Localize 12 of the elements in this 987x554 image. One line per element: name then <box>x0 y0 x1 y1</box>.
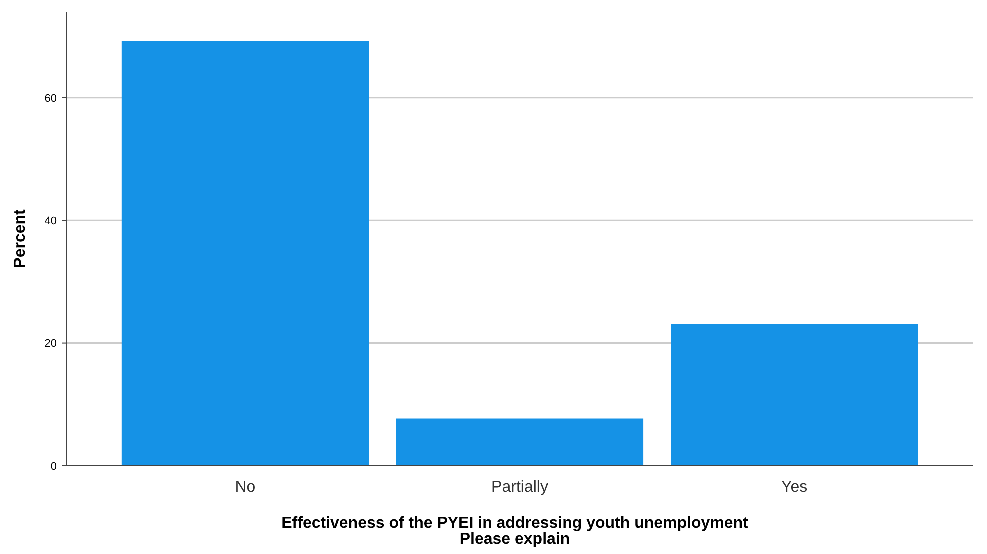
bar <box>122 41 369 466</box>
y-axis-title: Percent <box>12 208 29 268</box>
y-tick-label: 60 <box>44 92 57 105</box>
x-tick-label: Yes <box>781 479 808 496</box>
y-tick-label: 0 <box>50 460 57 473</box>
y-tick-label: 40 <box>44 215 57 228</box>
bar <box>396 418 644 466</box>
bar <box>671 324 918 466</box>
y-tick-label: 20 <box>44 338 57 350</box>
x-tick-label: No <box>235 479 256 496</box>
x-axis-title: Effectiveness of the PYEI in addressing youth unemployment Please explain <box>282 515 750 548</box>
x-tick-label: Partially <box>492 479 548 496</box>
